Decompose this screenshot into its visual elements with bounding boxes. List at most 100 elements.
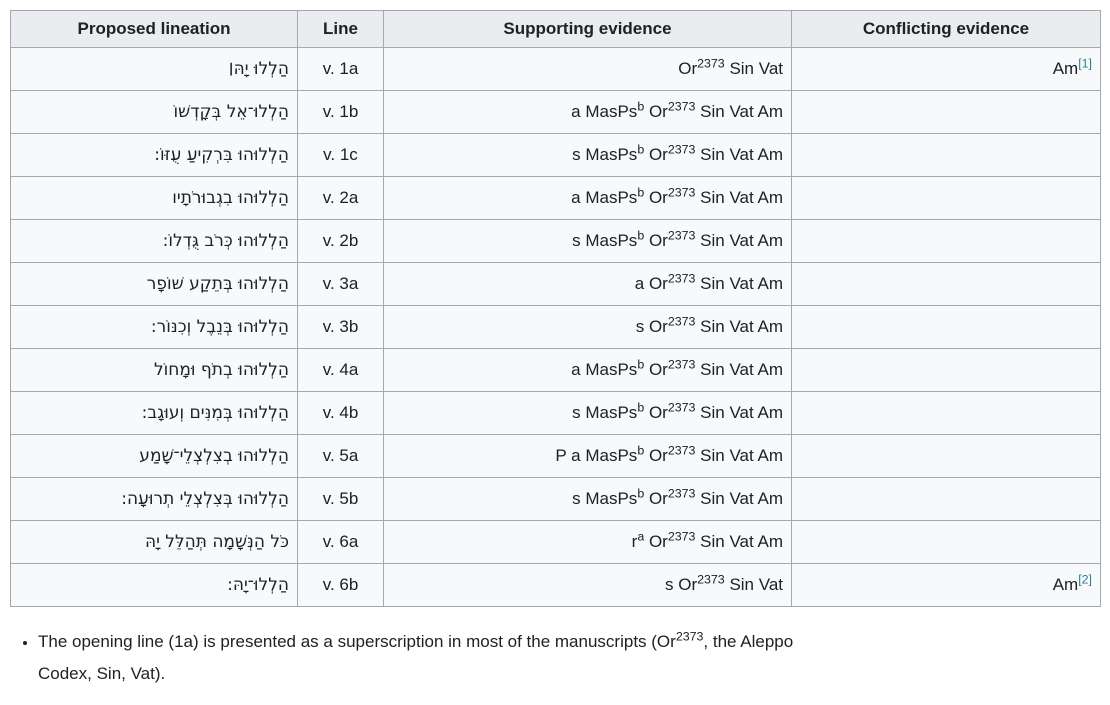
table-row: הַלְלוּהוּ כְּרֹב גֻּדְלוֹ: v. 2b s MasPsb… <box>10 219 1101 263</box>
proposed-lineation-cell: הַלְלוּהוּ כְּרֹב גֻּדְלוֹ: <box>10 219 298 263</box>
line-label-cell: v. 6b <box>297 563 384 607</box>
col-header-supporting-evidence: Supporting evidence <box>383 10 792 48</box>
supporting-evidence-cell: a MasPsb Or2373 Sin Vat Am <box>383 348 792 392</box>
lineation-table-header: Proposed lineation Line Supporting evide… <box>10 10 1101 48</box>
proposed-lineation-cell: הַלְלוּהוּ בִּרְקִיעַ עֻזּוֹ: <box>10 133 298 177</box>
superscript-siglum: 2373 <box>667 228 696 243</box>
conflicting-evidence-cell <box>791 262 1101 306</box>
table-row: הַלְלוּהוּ בְּנֵבֶל וְכִנּוֹר: v. 3b s Or2… <box>10 305 1101 349</box>
superscript-siglum: b <box>637 357 645 372</box>
footnote-ref-link[interactable]: [1] <box>1078 56 1092 71</box>
superscript-siglum: 2373 <box>667 400 696 415</box>
superscript-siglum: b <box>637 486 645 501</box>
conflicting-evidence-cell: Am[2] <box>791 563 1101 607</box>
supporting-evidence-cell: s Or2373 Sin Vat Am <box>383 305 792 349</box>
col-header-line: Line <box>297 10 384 48</box>
superscript-siglum: 2373 <box>667 443 696 458</box>
supporting-evidence-cell: s Or2373 Sin Vat <box>383 563 792 607</box>
proposed-lineation-cell: הַלְלוּהוּ בְּמִנִּים וְעוּגָב: <box>10 391 298 435</box>
superscript-siglum: b <box>637 142 645 157</box>
table-row: הַלְלוּהוּ בְּצִלְצְלֵי תְרוּעָה: v. 5b s … <box>10 477 1101 521</box>
lineation-table-body: הַלְלוּ יָהּ׀ v. 1a Or2373 Sin Vat Am[1] הַל… <box>10 47 1101 607</box>
superscript-siglum: b <box>637 185 645 200</box>
conflicting-evidence-cell <box>791 477 1101 521</box>
table-row: הַלְלוּהוּ בִגְבוּרֹתָיו v. 2a a MasPsb Or… <box>10 176 1101 220</box>
superscript-siglum: b <box>637 228 645 243</box>
superscript-siglum: b <box>637 99 645 114</box>
superscript-siglum: 2373 <box>697 56 725 71</box>
col-header-proposed-lineation: Proposed lineation <box>10 10 298 48</box>
line-label-cell: v. 4a <box>297 348 384 392</box>
footnote-ref-sup: [2] <box>1078 572 1092 586</box>
line-label-cell: v. 2a <box>297 176 384 220</box>
proposed-lineation-cell: הַלְלוּהוּ בְּתֵקַע שׁוֹפָר <box>10 262 298 306</box>
table-row: הַלְלוּהוּ בְּתֵקַע שׁוֹפָר v. 3a a Or2373… <box>10 262 1101 306</box>
proposed-lineation-cell: כֹּל הַנְּשָׁמָה תְּהַלֵּל יָהּ <box>10 520 298 564</box>
table-row: הַלְלוּהוּ בְּמִנִּים וְעוּגָב: v. 4b s Ma… <box>10 391 1101 435</box>
superscript-siglum: 2373 <box>667 486 696 501</box>
superscript-siglum: 2373 <box>667 529 696 544</box>
superscript-siglum: b <box>637 443 645 458</box>
supporting-evidence-cell: Or2373 Sin Vat <box>383 47 792 91</box>
superscript-siglum: 2373 <box>667 314 696 329</box>
table-row: הַלְלוּהוּ בְתֹף וּמָחוֹל v. 4a a MasPsb O… <box>10 348 1101 392</box>
superscript-siglum: 2373 <box>667 99 696 114</box>
line-label-cell: v. 3b <box>297 305 384 349</box>
header-row: Proposed lineation Line Supporting evide… <box>10 10 1101 48</box>
proposed-lineation-cell: הַלְלוּהוּ בְּנֵבֶל וְכִנּוֹר: <box>10 305 298 349</box>
proposed-lineation-cell: הַלְלוּהוּ בְתֹף וּמָחוֹל <box>10 348 298 392</box>
line-label-cell: v. 5a <box>297 434 384 478</box>
supporting-evidence-cell: s MasPsb Or2373 Sin Vat Am <box>383 477 792 521</box>
conflicting-evidence-cell <box>791 133 1101 177</box>
line-label-cell: v. 1c <box>297 133 384 177</box>
conflicting-evidence-cell <box>791 520 1101 564</box>
note-item: The opening line (1a) is presented as a … <box>38 626 1088 690</box>
table-row: כֹּל הַנְּשָׁמָה תְּהַלֵּל יָהּ v. 6a ra O… <box>10 520 1101 564</box>
conflicting-evidence-cell <box>791 391 1101 435</box>
supporting-evidence-cell: a Or2373 Sin Vat Am <box>383 262 792 306</box>
supporting-evidence-cell: a MasPsb Or2373 Sin Vat Am <box>383 176 792 220</box>
conflicting-evidence-cell <box>791 90 1101 134</box>
footnote-ref-link[interactable]: [2] <box>1078 572 1092 587</box>
supporting-evidence-cell: a MasPsb Or2373 Sin Vat Am <box>383 90 792 134</box>
line-label-cell: v. 5b <box>297 477 384 521</box>
proposed-lineation-cell: הַלְלוּהוּ בִגְבוּרֹתָיו <box>10 176 298 220</box>
supporting-evidence-cell: s MasPsb Or2373 Sin Vat Am <box>383 391 792 435</box>
superscript-siglum: b <box>637 400 645 415</box>
conflicting-evidence-cell <box>791 434 1101 478</box>
line-label-cell: v. 6a <box>297 520 384 564</box>
superscript-siglum: 2373 <box>667 142 696 157</box>
supporting-evidence-cell: s MasPsb Or2373 Sin Vat Am <box>383 133 792 177</box>
conflicting-evidence-cell <box>791 176 1101 220</box>
proposed-lineation-cell: הַלְלוּ־יָהּ: <box>10 563 298 607</box>
footnote-ref-sup: [1] <box>1078 56 1092 70</box>
table-row: הַלְלוּ־אֵל בְּקָדְשׁוֹ v. 1b a MasPsb Or2… <box>10 90 1101 134</box>
table-row: הַלְלוּהוּ בְצִלְצְלֵי־שָׁמַע v. 5a P a Ma… <box>10 434 1101 478</box>
lineation-table: Proposed lineation Line Supporting evide… <box>10 10 1101 607</box>
supporting-evidence-cell: s MasPsb Or2373 Sin Vat Am <box>383 219 792 263</box>
table-row: הַלְלוּ יָהּ׀ v. 1a Or2373 Sin Vat Am[1] <box>10 47 1101 91</box>
supporting-evidence-cell: ra Or2373 Sin Vat Am <box>383 520 792 564</box>
conflicting-evidence-cell: Am[1] <box>791 47 1101 91</box>
proposed-lineation-cell: הַלְלוּ־אֵל בְּקָדְשׁוֹ <box>10 90 298 134</box>
superscript-siglum: 2373 <box>667 185 696 200</box>
line-label-cell: v. 2b <box>297 219 384 263</box>
line-label-cell: v. 4b <box>297 391 384 435</box>
line-label-cell: v. 3a <box>297 262 384 306</box>
table-row: הַלְלוּהוּ בִּרְקִיעַ עֻזּוֹ: v. 1c s MasP… <box>10 133 1101 177</box>
conflicting-evidence-cell <box>791 305 1101 349</box>
proposed-lineation-cell: הַלְלוּהוּ בְצִלְצְלֵי־שָׁמַע <box>10 434 298 478</box>
superscript-siglum: 2373 <box>667 271 696 286</box>
line-label-cell: v. 1b <box>297 90 384 134</box>
conflicting-evidence-cell <box>791 348 1101 392</box>
superscript-siglum: 2373 <box>675 629 704 644</box>
notes-list: The opening line (1a) is presented as a … <box>0 626 1110 690</box>
supporting-evidence-cell: P a MasPsb Or2373 Sin Vat Am <box>383 434 792 478</box>
conflicting-evidence-cell <box>791 219 1101 263</box>
superscript-siglum: 2373 <box>667 357 696 372</box>
superscript-siglum: 2373 <box>697 572 725 587</box>
line-label-cell: v. 1a <box>297 47 384 91</box>
table-row: הַלְלוּ־יָהּ: v. 6b s Or2373 Sin Vat Am[2] <box>10 563 1101 607</box>
col-header-conflicting-evidence: Conflicting evidence <box>791 10 1101 48</box>
proposed-lineation-cell: הַלְלוּהוּ בְּצִלְצְלֵי תְרוּעָה: <box>10 477 298 521</box>
